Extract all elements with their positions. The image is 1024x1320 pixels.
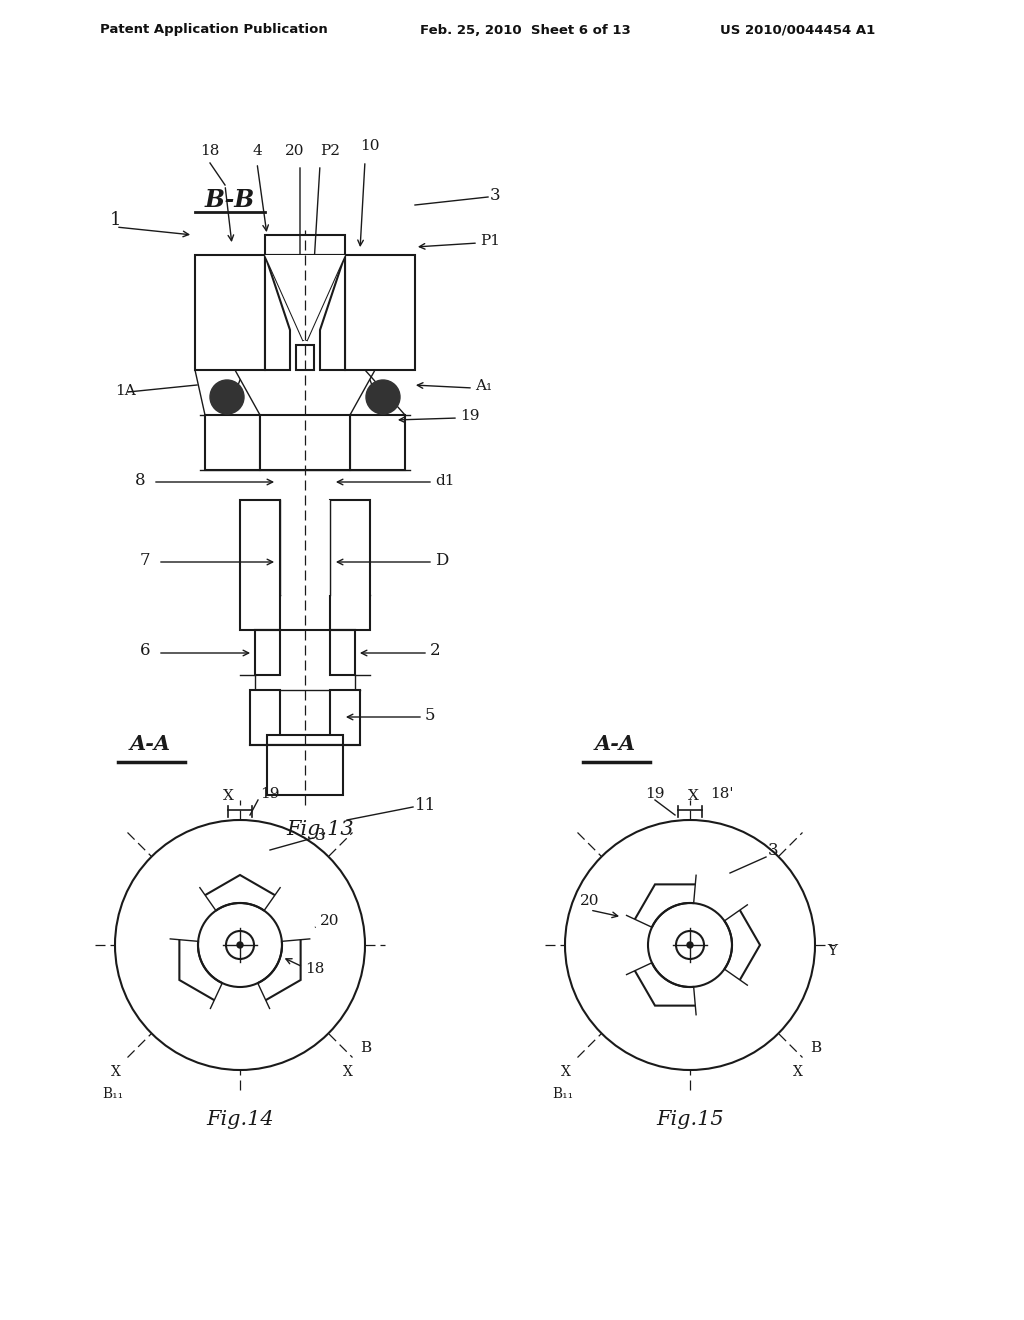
Polygon shape: [260, 414, 350, 470]
Text: 18': 18': [710, 787, 733, 801]
Polygon shape: [296, 345, 314, 370]
Polygon shape: [620, 884, 760, 1006]
Polygon shape: [265, 255, 345, 341]
Circle shape: [366, 380, 400, 414]
Text: X: X: [222, 789, 233, 803]
Circle shape: [198, 903, 282, 987]
Polygon shape: [613, 912, 690, 978]
Text: 3: 3: [768, 842, 778, 859]
Circle shape: [210, 380, 244, 414]
Text: B-B: B-B: [205, 187, 255, 213]
Polygon shape: [195, 255, 265, 370]
Text: 20: 20: [286, 144, 305, 158]
Text: Fig.13: Fig.13: [286, 820, 354, 840]
Circle shape: [237, 942, 243, 948]
Text: 1: 1: [110, 211, 122, 228]
Polygon shape: [690, 869, 753, 945]
Text: 19: 19: [260, 787, 280, 801]
Circle shape: [648, 903, 732, 987]
Text: 19: 19: [645, 787, 665, 801]
Text: 8: 8: [134, 473, 145, 488]
Polygon shape: [208, 945, 272, 1022]
Text: 20: 20: [580, 894, 599, 908]
Text: 2: 2: [430, 642, 440, 659]
Polygon shape: [350, 414, 406, 470]
Polygon shape: [280, 500, 330, 595]
Text: X: X: [560, 1064, 570, 1078]
Text: A-A: A-A: [130, 734, 171, 754]
Text: 3: 3: [315, 828, 326, 843]
Text: d1: d1: [435, 474, 455, 488]
Text: 20: 20: [319, 913, 340, 928]
Text: X: X: [793, 1064, 803, 1078]
Text: X: X: [687, 789, 698, 803]
Text: P1: P1: [480, 234, 500, 248]
Text: 4: 4: [252, 144, 262, 158]
Text: 7: 7: [139, 552, 150, 569]
Polygon shape: [330, 630, 355, 675]
Text: Fig.14: Fig.14: [206, 1110, 273, 1129]
Polygon shape: [345, 255, 415, 370]
Text: Feb. 25, 2010  Sheet 6 of 13: Feb. 25, 2010 Sheet 6 of 13: [420, 24, 631, 37]
Text: 18: 18: [305, 962, 325, 975]
Polygon shape: [240, 500, 280, 630]
Polygon shape: [265, 235, 345, 255]
Polygon shape: [319, 255, 345, 370]
Polygon shape: [330, 500, 370, 630]
Polygon shape: [330, 690, 360, 744]
Text: Fig.15: Fig.15: [656, 1110, 724, 1129]
Circle shape: [565, 820, 815, 1071]
Text: 6: 6: [139, 642, 150, 659]
Text: X: X: [111, 1064, 121, 1078]
Circle shape: [676, 931, 705, 960]
Text: 19: 19: [460, 409, 479, 422]
Text: 5: 5: [425, 708, 435, 723]
Polygon shape: [265, 255, 290, 370]
Polygon shape: [163, 882, 240, 945]
Polygon shape: [255, 630, 280, 675]
Polygon shape: [205, 414, 260, 470]
Polygon shape: [690, 945, 753, 1022]
Text: P2: P2: [319, 144, 340, 158]
Circle shape: [115, 820, 365, 1071]
Text: B₁₁: B₁₁: [102, 1086, 124, 1101]
Text: 1A: 1A: [115, 384, 136, 399]
Text: 3: 3: [490, 187, 501, 205]
Circle shape: [226, 931, 254, 960]
Text: B₁₁: B₁₁: [553, 1086, 573, 1101]
Text: 11: 11: [415, 797, 436, 814]
Text: Patent Application Publication: Patent Application Publication: [100, 24, 328, 37]
Polygon shape: [240, 882, 316, 945]
Text: A₁: A₁: [475, 379, 493, 393]
Text: A-A: A-A: [595, 734, 636, 754]
Text: D: D: [435, 552, 449, 569]
Polygon shape: [250, 690, 280, 744]
Text: X: X: [343, 1064, 352, 1078]
Polygon shape: [267, 735, 343, 744]
Text: Y: Y: [827, 944, 837, 958]
Circle shape: [687, 942, 693, 948]
Text: 18: 18: [201, 144, 220, 158]
Polygon shape: [179, 875, 301, 1015]
Text: US 2010/0044454 A1: US 2010/0044454 A1: [720, 24, 876, 37]
Text: B: B: [360, 1041, 372, 1056]
Text: B: B: [811, 1041, 821, 1056]
Polygon shape: [267, 744, 343, 795]
Text: 10: 10: [360, 139, 380, 153]
